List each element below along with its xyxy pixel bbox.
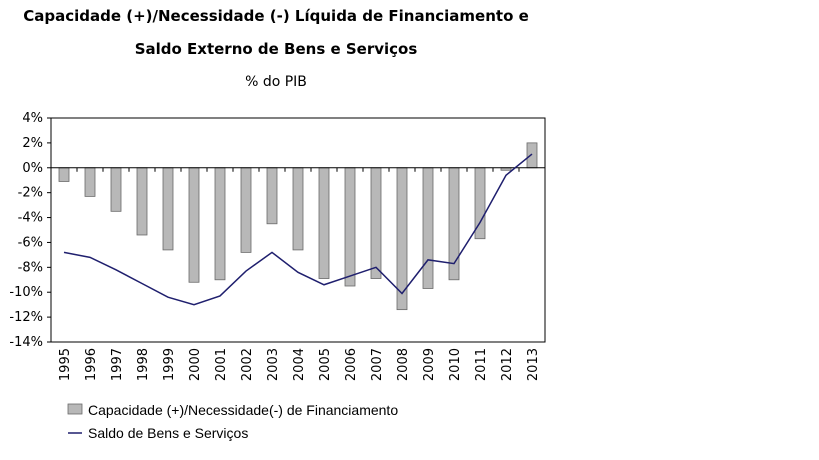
y-tick-label: -8% bbox=[18, 260, 43, 275]
bar bbox=[188, 167, 200, 283]
chart-title-line1: Capacidade (+)/Necessidade (-) Líquida d… bbox=[23, 7, 529, 25]
bar bbox=[422, 167, 434, 289]
bar bbox=[214, 167, 226, 281]
x-tick-label: 2008 bbox=[396, 348, 411, 381]
legend: Capacidade (+)/Necessidade(-) de Financi… bbox=[67, 402, 398, 441]
x-tick-label: 2003 bbox=[266, 348, 281, 381]
bar bbox=[526, 142, 538, 169]
y-tick-label: -2% bbox=[18, 186, 43, 201]
x-tick-label: 2010 bbox=[448, 348, 463, 381]
bar bbox=[266, 167, 278, 225]
x-tick-label: 2001 bbox=[214, 348, 229, 381]
y-tick-label: -4% bbox=[18, 211, 43, 226]
x-tick-label: 1999 bbox=[162, 348, 177, 381]
y-tick-label: -10% bbox=[9, 285, 43, 300]
x-tick-label: 2009 bbox=[422, 348, 437, 381]
x-tick-label: 2012 bbox=[500, 348, 515, 381]
bar bbox=[318, 167, 330, 279]
x-tick-label: 2007 bbox=[370, 348, 385, 381]
x-tick-label: 2004 bbox=[292, 348, 307, 381]
plot-area: 4% 2% 0% -2% -4% -6% -8% -10% -12% -14% 1995 1996 19… bbox=[9, 111, 546, 381]
bar bbox=[84, 167, 96, 197]
x-tick-label: 2013 bbox=[526, 348, 541, 381]
x-tick-label: 2002 bbox=[240, 348, 255, 381]
plot-frame bbox=[50, 117, 546, 343]
chart-title-line2: Saldo Externo de Bens e Serviços bbox=[135, 40, 418, 58]
bar bbox=[344, 167, 356, 287]
y-tick-label: -14% bbox=[9, 335, 43, 350]
legend-label-bar: Capacidade (+)/Necessidade(-) de Financi… bbox=[88, 402, 398, 418]
legend-label-line: Saldo de Bens e Serviços bbox=[88, 425, 248, 441]
x-tick-label: 2005 bbox=[318, 348, 333, 381]
y-tick-label: 0% bbox=[22, 161, 43, 176]
y-tick-label: 2% bbox=[22, 136, 43, 151]
bar bbox=[58, 167, 70, 182]
x-tick-label: 1996 bbox=[84, 348, 99, 381]
legend-swatch-bar bbox=[67, 403, 83, 415]
x-tick-label: 2006 bbox=[344, 348, 359, 381]
bar bbox=[292, 167, 304, 251]
y-tick-label: -12% bbox=[9, 310, 43, 325]
x-tick-label: 2000 bbox=[188, 348, 203, 381]
y-tick-label: -6% bbox=[18, 235, 43, 250]
bar bbox=[162, 167, 174, 251]
y-tick-label: 4% bbox=[22, 111, 43, 126]
bar bbox=[136, 167, 148, 236]
bar bbox=[240, 167, 252, 253]
x-tick-label: 2011 bbox=[474, 348, 489, 381]
chart-subtitle: % do PIB bbox=[245, 74, 307, 90]
bar bbox=[370, 167, 382, 279]
x-tick-label: 1997 bbox=[110, 348, 125, 381]
x-tick-label: 1995 bbox=[58, 348, 73, 381]
bar bbox=[110, 167, 122, 212]
x-tick-label: 1998 bbox=[136, 348, 151, 381]
series-line-saldo bbox=[63, 153, 533, 306]
